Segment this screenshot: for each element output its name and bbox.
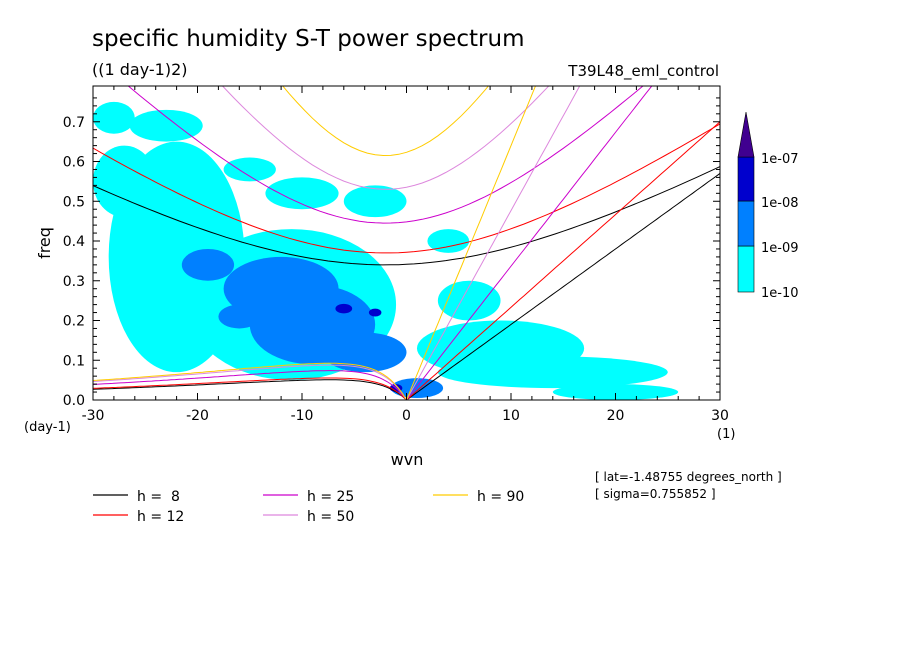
- x-tick-label: 10: [502, 408, 520, 424]
- power-region-level-1: [223, 157, 276, 182]
- legend-label-h12: h = 12: [137, 509, 184, 525]
- eig-curve-h12: [93, 123, 720, 254]
- colorbar: 1e-10 1e-09 1e-08 1e-07: [737, 111, 799, 301]
- power-region-level-1: [552, 384, 679, 400]
- y-tick-label: 0.1: [63, 353, 85, 369]
- power-region-level-2: [181, 248, 235, 281]
- power-region-level-3: [335, 303, 353, 314]
- power-region-level-1: [93, 145, 156, 218]
- x-axis-label: wvn: [391, 450, 424, 469]
- rossby-curve-h12: [93, 377, 407, 400]
- eig-curve-h25: [127, 86, 644, 224]
- x-tick-label: -10: [291, 408, 314, 424]
- power-region-level-1: [437, 280, 501, 321]
- eig-curve-h8: [93, 166, 720, 266]
- kelvin-curve-h25: [406, 86, 653, 400]
- chart-units: ((1 day-1)2): [92, 60, 188, 79]
- x-tick-label: -20: [186, 408, 209, 424]
- y-tick-label: 0.4: [63, 234, 85, 250]
- legend-label-h8: h = 8: [137, 489, 180, 505]
- rossby-curve-h25: [93, 370, 407, 400]
- eig-curve-h90: [282, 86, 490, 157]
- y-tick-label: 0.3: [63, 274, 85, 290]
- y-tick-label: 0.6: [63, 155, 85, 171]
- legend-label-h25: h = 25: [307, 489, 354, 505]
- x-tick-label: 20: [607, 408, 625, 424]
- x-tick-label: 0: [402, 408, 411, 424]
- power-region-level-1: [129, 109, 203, 142]
- x-tick-label: -30: [82, 408, 105, 424]
- x-unit-label: (1): [717, 427, 735, 442]
- x-tick-label: 30: [711, 408, 729, 424]
- rossby-curve-h90: [93, 362, 407, 400]
- colorbar-label-1: 1e-10: [761, 286, 799, 301]
- colorbar-swatch-3: [737, 156, 755, 202]
- power-region-level-1: [427, 229, 470, 253]
- chart-title: specific humidity S-T power spectrum: [92, 26, 524, 52]
- y-unit-label: (day-1): [24, 420, 71, 435]
- power-region-level-1: [93, 101, 135, 134]
- kelvin-curve-h50: [406, 86, 581, 400]
- colorbar-cap: [737, 111, 755, 158]
- power-region-level-1: [343, 185, 407, 218]
- power-region-level-1: [265, 177, 339, 210]
- y-tick-label: 0.2: [63, 314, 85, 330]
- legend-label-h50: h = 50: [307, 509, 354, 525]
- colorbar-swatch-2: [737, 200, 755, 247]
- legend-label-h90: h = 90: [477, 489, 524, 505]
- legend: h = 8 h = 12 h = 25 h = 50 h = 90: [93, 489, 524, 525]
- eig-curve-h50: [221, 86, 550, 190]
- contour-fill: [93, 101, 679, 400]
- dataset-label: T39L48_eml_control: [567, 62, 719, 81]
- kelvin-curve-h8: [406, 172, 720, 400]
- axis-ticks: -30 -20 -10 0 10 20 30 0.0 0.1 0.2 0.3 0.4 0.5 0.6 0.7: [63, 86, 729, 424]
- annotation-sigma: [ sigma=0.755852 ]: [595, 487, 716, 501]
- power-region-level-2: [218, 304, 261, 329]
- annotation-lat: [ lat=-1.48755 degrees_north ]: [595, 470, 782, 484]
- colorbar-label-4: 1e-07: [761, 152, 799, 167]
- rossby-curve-h50: [93, 364, 407, 400]
- power-region-level-2: [322, 332, 407, 373]
- y-tick-label: 0.7: [63, 115, 85, 131]
- colorbar-swatch-1: [737, 245, 755, 293]
- colorbar-label-2: 1e-09: [761, 241, 799, 256]
- power-region-level-3: [368, 308, 382, 317]
- kelvin-curve-h90: [406, 86, 537, 400]
- y-tick-label: 0.0: [63, 393, 85, 409]
- dispersion-curves: [93, 86, 720, 400]
- rossby-curve-h8: [93, 379, 407, 400]
- kelvin-curve-h12: [406, 121, 720, 400]
- power-region-level-1: [437, 356, 668, 389]
- y-tick-label: 0.5: [63, 194, 85, 210]
- colorbar-label-3: 1e-08: [761, 196, 799, 211]
- y-axis-label: freq: [35, 227, 54, 259]
